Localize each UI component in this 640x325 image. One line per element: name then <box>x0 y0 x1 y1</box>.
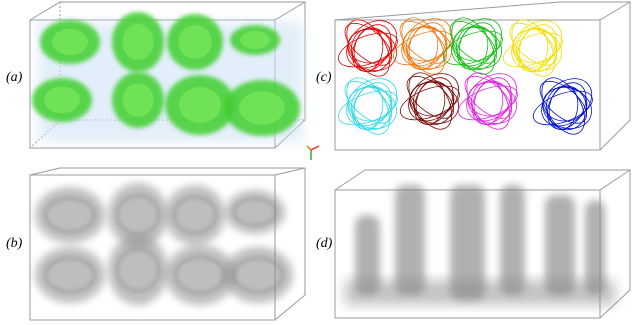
panel-label: (b) <box>6 236 23 251</box>
streamline <box>467 81 518 124</box>
volume-b <box>35 183 293 305</box>
panel-label: (d) <box>316 236 333 251</box>
vortex-core <box>122 83 154 117</box>
wireframe-box-c <box>334 1 631 151</box>
streamline <box>546 85 587 131</box>
streamline <box>512 28 563 71</box>
smoke-blob <box>165 245 235 305</box>
smoke-ring <box>232 257 284 293</box>
column <box>355 215 380 295</box>
smoke-blob <box>108 183 168 247</box>
volume-d <box>345 185 615 305</box>
column <box>395 185 425 295</box>
streamline <box>451 17 496 75</box>
streamline <box>409 81 460 124</box>
floor-shadow <box>345 280 615 305</box>
streamline <box>542 86 593 129</box>
smoke-ring <box>44 257 96 293</box>
streamline <box>541 78 593 127</box>
smoke-ring <box>233 198 277 226</box>
vortex-core <box>179 87 221 123</box>
streamline <box>402 26 453 69</box>
streamline <box>511 20 563 69</box>
smoke-ring <box>173 196 217 234</box>
streamline <box>516 27 557 73</box>
column <box>585 200 605 295</box>
streamline <box>413 80 454 126</box>
vortex-core <box>239 91 285 125</box>
streamline <box>466 73 518 122</box>
panel-label: (a) <box>6 70 23 85</box>
column <box>450 185 485 300</box>
streamline <box>452 26 503 69</box>
streamline <box>408 72 453 130</box>
streamline <box>451 18 503 67</box>
vortex-core <box>44 86 80 114</box>
smoke-ring <box>44 197 96 233</box>
panel-label: (c) <box>316 70 332 85</box>
streamline <box>456 25 497 71</box>
streamline <box>346 20 398 69</box>
streamline <box>346 77 391 135</box>
streamline <box>346 19 391 77</box>
streamline <box>347 86 398 129</box>
smoke-blob <box>35 247 105 303</box>
smoke-blob <box>35 187 105 243</box>
streamline <box>401 17 446 75</box>
streamline <box>466 72 511 130</box>
streamline <box>541 77 586 135</box>
volume-a <box>32 12 303 142</box>
streamlines-c <box>337 17 593 135</box>
smoke-ring <box>116 248 160 292</box>
column <box>545 195 575 295</box>
vortex-core <box>240 31 270 49</box>
vortex-core <box>122 24 154 60</box>
streamline <box>351 85 392 131</box>
smoke-blob <box>108 235 168 305</box>
streamline <box>346 78 398 127</box>
streamline <box>406 25 447 71</box>
column <box>500 185 525 295</box>
axis-glyph <box>306 145 320 160</box>
smoke-blob <box>165 185 225 245</box>
vortex-core <box>52 28 88 56</box>
streamline <box>351 27 392 73</box>
smoke-blob <box>225 190 285 234</box>
streamline <box>347 28 398 71</box>
smoke-ring <box>116 195 160 235</box>
vortex-core <box>178 25 212 59</box>
streamline <box>408 73 460 122</box>
streamline <box>511 19 556 77</box>
streamline <box>401 18 453 67</box>
smoke-blob <box>223 247 293 303</box>
streamline <box>471 80 512 126</box>
